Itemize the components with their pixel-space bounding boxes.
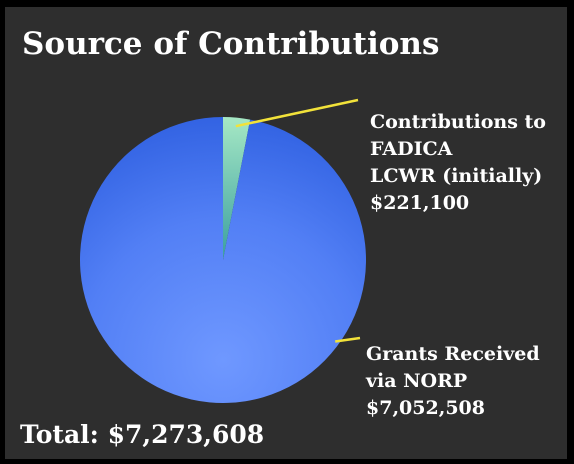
- slice-label-line: $7,052,508: [366, 397, 485, 419]
- slice-label-2: Grants Received via NORP $7,052,508: [365, 343, 540, 419]
- leader-line-1: [235, 98, 359, 128]
- slice-label-line: FADICA: [370, 138, 453, 160]
- leader-line-2: [335, 336, 361, 343]
- slice-label-line: $221,100: [370, 192, 469, 214]
- slice-label-line: Grants Received: [366, 343, 540, 365]
- pie-slice-1: [223, 117, 251, 260]
- slice-label-line: LCWR (initially): [370, 165, 542, 187]
- pie-labels: Contributions to FADICA LCWR (initially) $2…: [235, 98, 546, 419]
- slice-label-1: Contributions to FADICA LCWR (initially) $2…: [370, 111, 546, 214]
- total-label: Total: $7,273,608: [20, 420, 265, 449]
- slice-label-line: Contributions to: [370, 111, 546, 133]
- pie-slices: [80, 117, 366, 403]
- chart-title: Source of Contributions: [22, 26, 440, 62]
- pie-slice-2: [80, 117, 366, 403]
- slice-label-line: via NORP: [365, 370, 467, 392]
